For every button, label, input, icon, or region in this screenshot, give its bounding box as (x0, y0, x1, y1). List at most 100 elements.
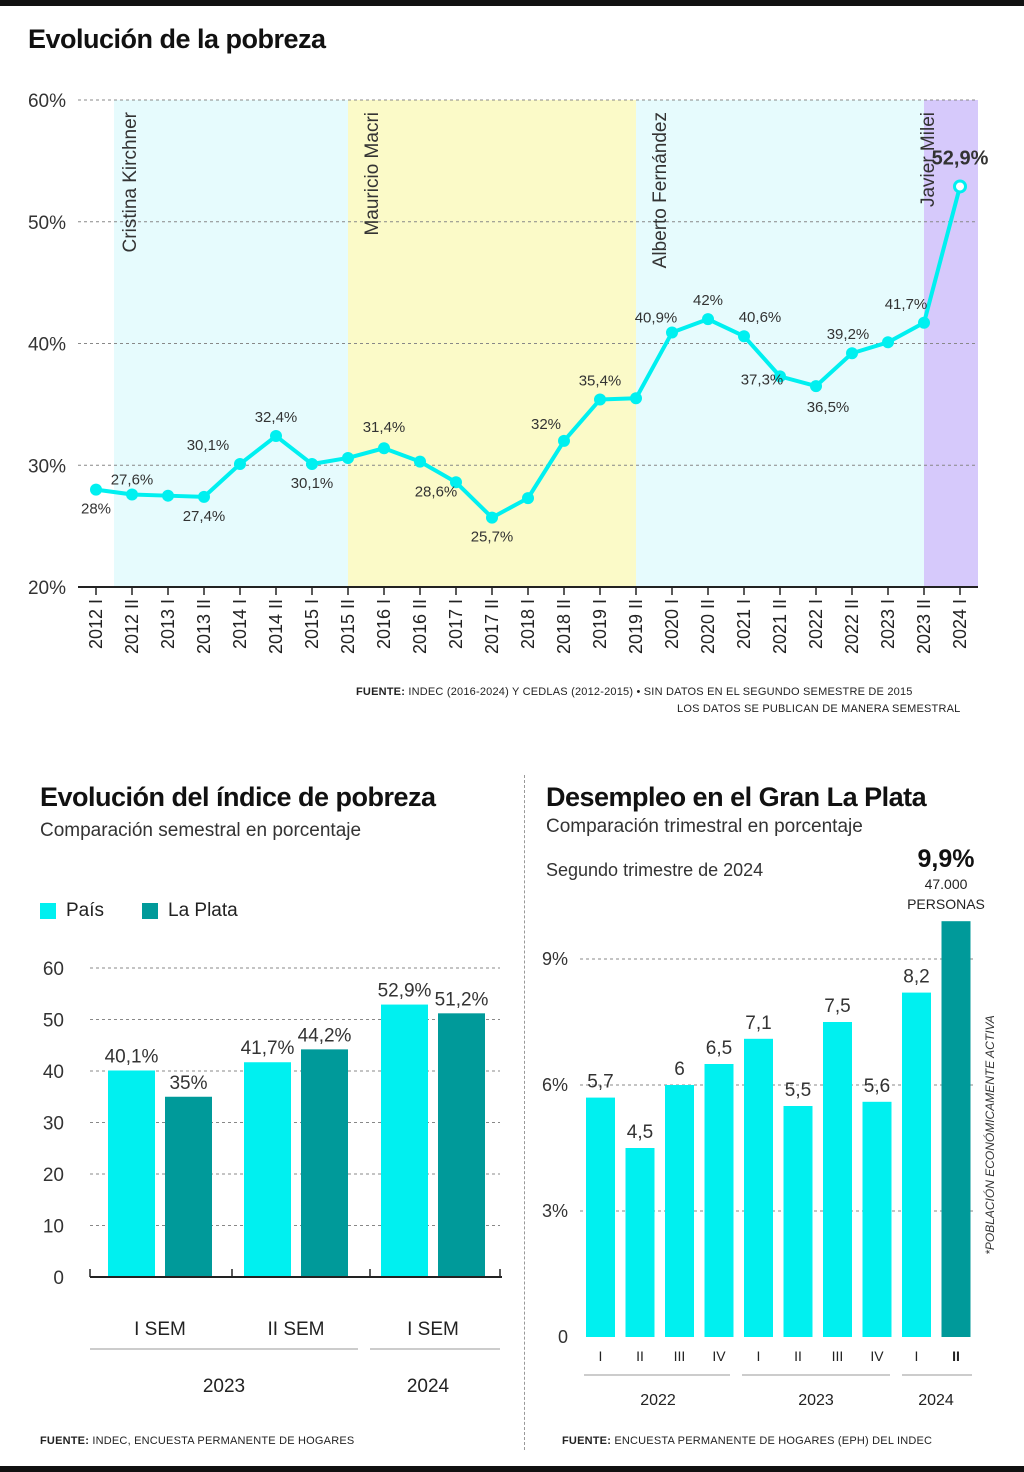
bar (863, 1102, 892, 1337)
x-tick-label: 2020 II (698, 599, 718, 654)
y-tick-label: 6% (542, 1075, 568, 1095)
bar (942, 921, 971, 1337)
x-tick-label: 2015 II (338, 599, 358, 654)
year-label: 2023 (203, 1376, 245, 1397)
bar-value-label: 52,9% (378, 981, 432, 1002)
data-point (486, 512, 498, 524)
x-tick-label: 2016 II (410, 599, 430, 654)
data-point (126, 488, 138, 500)
source-text: ENCUESTA PERMANENTE DE HOGARES (EPH) DEL… (614, 1435, 932, 1447)
x-category-label: I SEM (407, 1319, 459, 1340)
data-label: 32,4% (255, 409, 298, 426)
x-category-label: IV (870, 1348, 884, 1364)
x-category-label: II SEM (267, 1319, 324, 1340)
data-label: 32% (531, 416, 561, 433)
x-tick-label: 2018 II (554, 599, 574, 654)
legend-pais: País (40, 900, 104, 922)
data-label: 27,6% (111, 471, 154, 488)
y-tick-label: 50% (28, 213, 66, 234)
x-category-label: I (915, 1348, 919, 1364)
data-label: 30,1% (291, 475, 334, 492)
bar (165, 1097, 212, 1277)
bar-chart-2-source: FUENTE: ENCUESTA PERMANENTE DE HOGARES (… (562, 1435, 932, 1447)
y-tick-label: 40% (28, 335, 66, 356)
y-tick-label: 20% (28, 578, 66, 599)
x-tick-label: 2023 I (878, 599, 898, 649)
bar-value-label: 5,5 (785, 1080, 811, 1101)
year-label: 2023 (798, 1392, 834, 1409)
x-category-label: III (674, 1348, 686, 1364)
x-category-label: II (794, 1348, 802, 1364)
data-label: 41,7% (885, 296, 928, 313)
y-tick-label: 30% (28, 456, 66, 477)
data-label: 30,1% (187, 437, 230, 454)
highlight-line2: PERSONAS (907, 896, 985, 912)
bar-value-label: 7,1 (745, 1013, 771, 1034)
period-name: Cristina Kirchner (120, 111, 141, 252)
data-label: 35,4% (579, 373, 622, 390)
x-category-label: I (599, 1348, 603, 1364)
bar (381, 1005, 428, 1277)
data-point (702, 313, 714, 325)
data-label: 31,4% (363, 419, 406, 436)
bottom-rule (0, 1466, 1024, 1472)
x-tick-label: 2020 I (662, 599, 682, 649)
data-point (810, 380, 822, 392)
x-category-label: IV (712, 1348, 726, 1364)
data-point (234, 458, 246, 470)
x-tick-label: 2014 I (230, 599, 250, 649)
data-label: 40,9% (635, 310, 678, 327)
y-tick-label: 9% (542, 949, 568, 969)
y-tick-label: 0 (53, 1268, 64, 1289)
data-label: 28% (81, 501, 111, 518)
x-tick-label: 2013 II (194, 599, 214, 654)
y-tick-label: 3% (542, 1201, 568, 1221)
bar-value-label: 7,5 (824, 996, 850, 1017)
side-note: *POBLACIÓN ECONÓMICAMENTE ACTIVA (982, 1015, 997, 1255)
x-tick-label: 2015 I (302, 599, 322, 649)
x-tick-label: 2023 II (914, 599, 934, 654)
y-tick-label: 60% (28, 91, 66, 112)
data-point (198, 491, 210, 503)
year-label: 2024 (407, 1376, 450, 1397)
highlight-value: 9,9% (918, 845, 975, 873)
y-tick-label: 0 (558, 1327, 568, 1347)
data-point (378, 442, 390, 454)
bar (902, 993, 931, 1337)
y-tick-label: 20 (43, 1165, 64, 1186)
data-point (666, 327, 678, 339)
x-tick-label: 2019 II (626, 599, 646, 654)
bar-chart-2-title: Desempleo en el Gran La Plata (546, 782, 926, 813)
bar-value-label: 51,2% (435, 989, 489, 1010)
x-tick-label: 2022 I (806, 599, 826, 649)
data-point (882, 336, 894, 348)
y-tick-label: 10 (43, 1217, 64, 1238)
x-category-label: III (832, 1348, 844, 1364)
bar-value-label: 40,1% (105, 1046, 159, 1067)
x-tick-label: 2012 II (122, 599, 142, 654)
data-label: 25,7% (471, 529, 514, 546)
data-label: 39,2% (827, 326, 870, 343)
x-tick-label: 2012 I (86, 599, 106, 649)
x-tick-label: 2013 I (158, 599, 178, 649)
bar-value-label: 41,7% (241, 1038, 295, 1059)
source-prefix: FUENTE: (356, 686, 405, 698)
bar-value-label: 44,2% (298, 1025, 352, 1046)
data-point (270, 430, 282, 442)
legend-laplata: La Plata (142, 900, 238, 922)
period-name: Mauricio Macri (362, 112, 383, 236)
data-label: 37,3% (741, 371, 784, 388)
x-tick-label: 2016 I (374, 599, 394, 649)
data-point (918, 317, 930, 329)
data-point (955, 181, 966, 192)
bar-value-label: 6,5 (706, 1038, 732, 1059)
bar-value-label: 5,7 (587, 1072, 613, 1093)
year-label: 2022 (640, 1392, 676, 1409)
poverty-line-chart: 20% 30% 40% 50% 60% 2012 I 2012 II 2013 I 2013 … (0, 0, 1024, 680)
data-point (846, 347, 858, 359)
data-label: 28,6% (415, 483, 458, 500)
x-tick-label: 2024 I (950, 599, 970, 649)
data-point (306, 458, 318, 470)
data-point (522, 492, 534, 504)
bar-chart-1-source: FUENTE: INDEC, ENCUESTA PERMANENTE DE HO… (40, 1435, 354, 1447)
